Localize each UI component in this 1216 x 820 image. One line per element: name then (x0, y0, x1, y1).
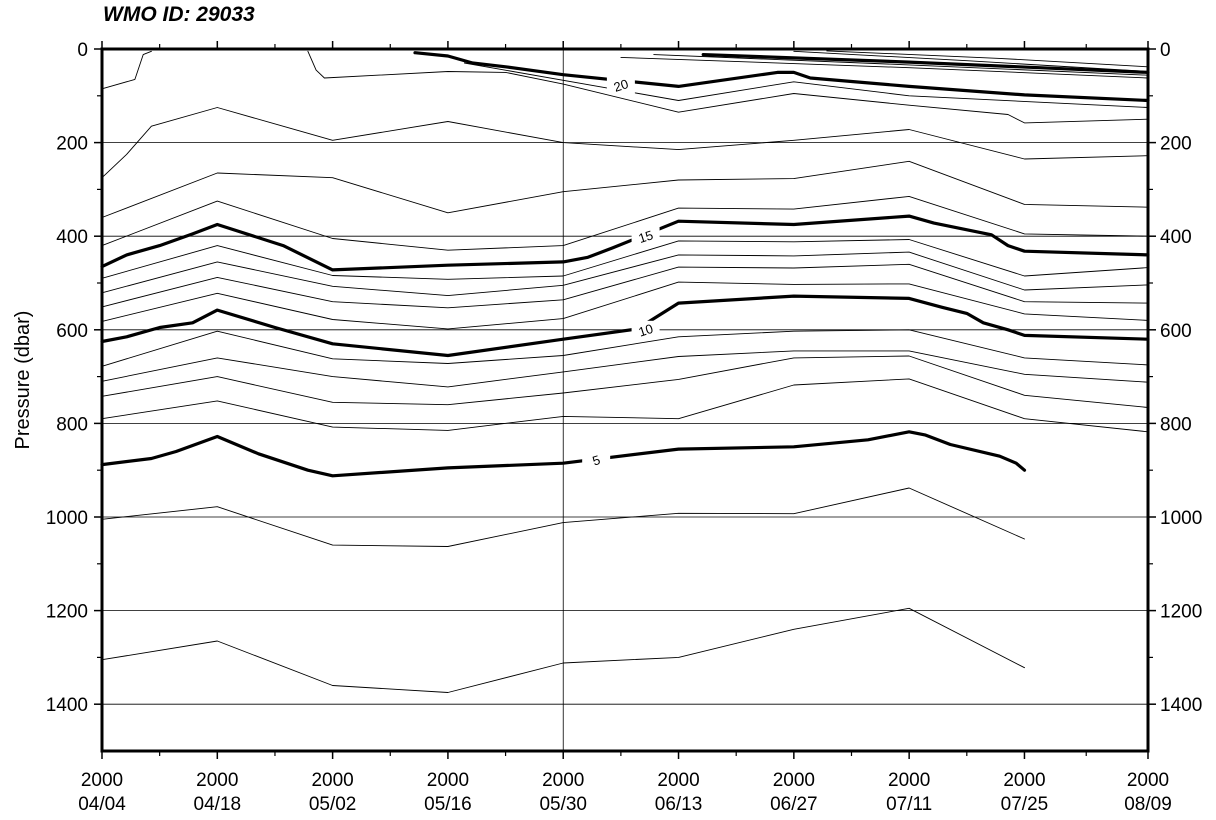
contour-line-4 (101, 487, 1025, 547)
plot-frame (100, 47, 1150, 753)
grid-lines (102, 48, 1148, 751)
contour-label-gap (606, 76, 635, 95)
y-tick-label-right: 0 (1160, 40, 1171, 61)
y-tick-label-right: 1400 (1160, 695, 1202, 716)
x-tick-label-year: 2000 (1127, 770, 1169, 791)
y-tick-label-right: 200 (1160, 134, 1192, 155)
y-tick-label-left: 200 (56, 134, 88, 155)
contour-line-14 (101, 239, 1149, 280)
contour-label: 5 (591, 452, 603, 469)
x-tick-label-date: 07/11 (886, 794, 932, 815)
contour-line-9 (101, 329, 1149, 367)
y-axis-label: Pressure (dbar) (12, 311, 34, 450)
contour-line-16 (101, 195, 1149, 251)
y-tick-label-right: 600 (1160, 321, 1192, 342)
y-tick-label-left: 0 (77, 40, 88, 61)
x-tick-label-year: 2000 (311, 770, 353, 791)
y-tick-label-left: 400 (56, 227, 88, 248)
contour-label: 15 (637, 227, 655, 246)
x-tick-label-year: 2000 (196, 770, 238, 791)
x-tick-label-date: 07/25 (1001, 794, 1049, 815)
x-tick-label-date: 05/02 (309, 794, 357, 815)
y-tick-label-right: 400 (1160, 227, 1192, 248)
x-tick-label-date: 08/09 (1124, 794, 1172, 815)
contour-line-21-5 (620, 56, 1149, 79)
chart-title: WMO ID: 29033 (103, 3, 255, 26)
x-tick-label-date: 05/16 (424, 794, 472, 815)
y-tick-label-left: 800 (56, 414, 88, 435)
y-tick-label-left: 600 (56, 321, 88, 342)
contour-line-19 (101, 50, 152, 90)
contour-line-23 (826, 50, 1149, 68)
contour-label: 20 (612, 76, 630, 95)
x-tick-label-year: 2000 (657, 770, 699, 791)
contour-line-18 (101, 107, 1149, 179)
x-tick-label-date: 05/30 (539, 794, 587, 815)
contour-line-5 (100, 430, 1027, 478)
contour-line-8 (101, 350, 1149, 388)
contour-line-22-5 (793, 50, 1149, 72)
axes: 0 0 200 200 400 400 600 600 800 800 1000 1000 1200 12… (46, 40, 1203, 815)
x-tick-label-year: 2000 (1003, 770, 1045, 791)
x-tick-label-date: 04/04 (78, 794, 126, 815)
contour-label: 10 (637, 321, 655, 340)
y-tick-label-right: 1000 (1160, 508, 1202, 529)
x-tick-label-year: 2000 (888, 770, 930, 791)
x-tick-label-year: 2000 (773, 770, 815, 791)
y-tick-label-left: 1400 (46, 695, 88, 716)
y-tick-label-right: 1200 (1160, 602, 1202, 623)
y-tick-label-left: 1200 (46, 602, 88, 623)
contour-line-6 (101, 378, 1149, 433)
contour-line-7 (101, 355, 1149, 408)
x-tick-label-date: 04/18 (194, 794, 242, 815)
contour-line-3 (101, 607, 1025, 693)
contour-line-21 (701, 53, 1150, 74)
x-tick-label-year: 2000 (542, 770, 584, 791)
contour-label-gap (582, 450, 611, 469)
contour-line-11 (101, 281, 1149, 330)
y-tick-label-right: 800 (1160, 414, 1192, 435)
x-tick-label-date: 06/27 (770, 794, 818, 815)
contour-line-19 (307, 50, 1149, 124)
contour-line-17 (101, 160, 1149, 218)
contour-line-12 (101, 263, 1149, 309)
contour-label-gap (631, 227, 660, 246)
x-tick-label-date: 06/13 (655, 794, 703, 815)
contour-line-13 (101, 251, 1149, 297)
contour-label-gap (631, 320, 660, 339)
contour-line-15 (100, 214, 1150, 272)
x-tick-label-year: 2000 (427, 770, 469, 791)
x-tick-label-year: 2000 (81, 770, 123, 791)
y-tick-label-left: 1000 (46, 508, 88, 529)
contour-line-22 (653, 54, 1149, 76)
contour-labels: 5 10 15 20 (582, 76, 660, 469)
contour-lines (100, 50, 1150, 693)
contour-line-20 (413, 51, 1150, 103)
